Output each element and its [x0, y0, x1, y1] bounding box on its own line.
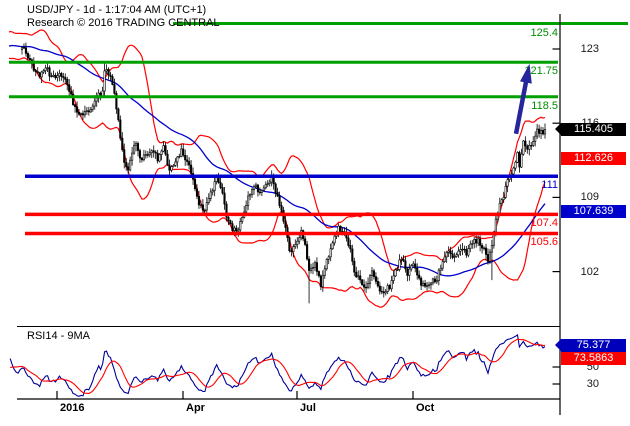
- bollinger-upper-band: [9, 29, 546, 272]
- rsi-tick-label-30: 30: [586, 378, 599, 390]
- rsi-panel-label: RSI14 - 9MA: [27, 330, 90, 342]
- chart-copyright: Research © 2016 TRADING CENTRAL: [27, 17, 220, 29]
- rsi-tag-75.377: 75.377: [555, 338, 626, 352]
- moving-average-line: [9, 44, 546, 277]
- time-tick-label-Apr: Apr: [186, 402, 205, 414]
- candlesticks: [20, 42, 547, 304]
- rsi-line: [9, 333, 546, 397]
- resistance-label-1: 125.4: [530, 26, 558, 39]
- time-tick-label-2016: 2016: [60, 402, 85, 414]
- price-tag-107.639: 107.639: [561, 205, 626, 219]
- time-tick-label-Oct: Oct: [416, 402, 435, 414]
- chart-title: USD/JPY - 1d - 1:17:04 AM (UTC+1): [27, 4, 207, 16]
- bollinger-lower-band: [9, 57, 546, 308]
- support-label-1: 107.4: [530, 217, 558, 230]
- price-tag-112.626: 112.626: [561, 152, 626, 166]
- time-tick-label-Jul: Jul: [300, 402, 316, 414]
- price-tick-label-123: 123: [580, 43, 599, 55]
- price-tag-115.405: 115.405: [555, 123, 626, 136]
- price-tick-label-109: 109: [580, 191, 599, 204]
- resistance-label-2: 121.75: [524, 65, 558, 78]
- pivot-label: 111: [541, 179, 558, 192]
- support-label-2: 105.6: [530, 236, 558, 249]
- price-tick-label-102: 102: [580, 265, 599, 278]
- rsi-ma-line: [10, 338, 545, 394]
- resistance-label-3: 118.5: [531, 99, 558, 112]
- rsi-tag-73.5863: 73.5863: [561, 352, 626, 366]
